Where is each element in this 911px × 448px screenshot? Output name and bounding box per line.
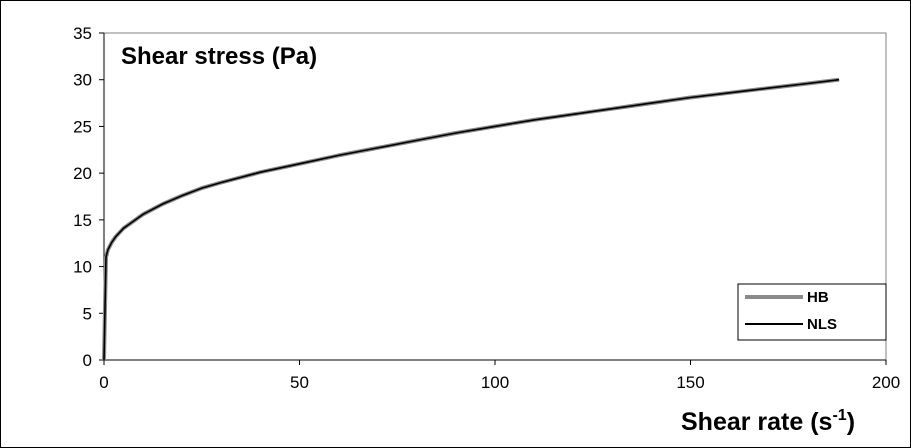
y-tick-label: 25 — [73, 117, 92, 136]
y-tick-label: 15 — [73, 211, 92, 230]
series-layer — [102, 77, 840, 361]
x-axis-label-close: ) — [847, 408, 855, 436]
x-tick-label: 100 — [481, 373, 509, 392]
y-tick-label: 20 — [73, 164, 92, 183]
y-tick-label: 0 — [83, 351, 92, 370]
x-axis-label-sup: -1 — [832, 407, 846, 424]
y-tick-label: 5 — [83, 304, 92, 323]
x-axis-label: Shear rate (s-1) — [681, 407, 855, 436]
y-tick-label: 10 — [73, 258, 92, 277]
legend-box — [737, 283, 887, 341]
y-tick-label: 35 — [73, 24, 92, 43]
series-line-nls — [103, 78, 840, 361]
legend-label-hb: HB — [807, 289, 829, 306]
y-axis-label: Shear stress (Pa) — [121, 43, 317, 70]
y-ticks: 0 5 10 15 20 25 30 35 — [73, 24, 104, 370]
legend: HB NLS — [737, 283, 887, 341]
y-tick-label: 30 — [73, 71, 92, 90]
x-axis-label-main: Shear rate (s — [681, 408, 832, 436]
x-ticks: 0 50 100 150 200 — [99, 360, 900, 392]
legend-label-nls: NLS — [807, 316, 837, 333]
x-tick-label: 200 — [872, 373, 900, 392]
x-tick-label: 150 — [676, 373, 704, 392]
x-tick-label: 0 — [99, 373, 108, 392]
x-tick-label: 50 — [290, 373, 309, 392]
